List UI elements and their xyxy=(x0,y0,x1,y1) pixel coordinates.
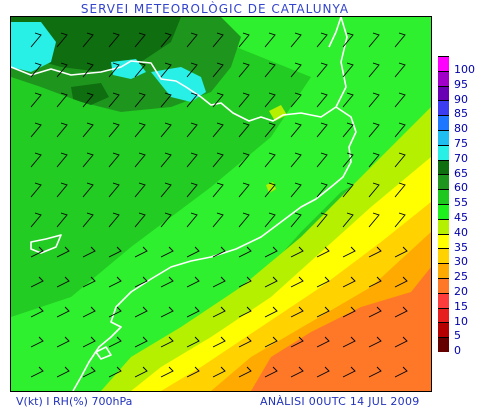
legend-swatch xyxy=(438,322,449,338)
legend-entry: 35 xyxy=(438,233,485,253)
legend-label: 10 xyxy=(454,314,468,328)
legend-entry: 40 xyxy=(438,218,485,238)
humidity-wind-map xyxy=(10,16,432,392)
legend-label: 20 xyxy=(454,285,468,298)
legend-label: 55 xyxy=(454,196,468,210)
legend-swatch xyxy=(438,100,449,116)
legend-swatch xyxy=(438,189,449,205)
legend-swatch xyxy=(438,56,449,71)
legend-entry: 10 xyxy=(438,307,485,327)
legend-label: 15 xyxy=(454,299,468,313)
legend-entry: 15 xyxy=(438,292,485,312)
legend-label: 85 xyxy=(454,107,468,121)
legend-entry: 5 xyxy=(438,322,485,341)
legend-swatch xyxy=(438,233,449,249)
legend-label: 65 xyxy=(454,166,468,180)
legend-entry: 100 xyxy=(438,56,485,75)
legend-entry: 60 xyxy=(438,174,485,193)
legend-swatch xyxy=(438,337,449,353)
legend-label: 45 xyxy=(454,211,468,224)
map-canvas xyxy=(11,17,431,391)
legend-label: 90 xyxy=(454,92,468,106)
legend-swatch xyxy=(438,292,449,308)
legend-label: 30 xyxy=(454,255,468,269)
legend-label: 40 xyxy=(454,225,468,239)
legend-swatch xyxy=(438,263,449,279)
legend-label: 95 xyxy=(454,77,468,91)
legend-label: 0 xyxy=(454,344,461,358)
legend-label: 75 xyxy=(454,137,468,150)
legend-swatch xyxy=(438,218,449,234)
legend-entry: 0 xyxy=(438,337,485,356)
legend-label: 80 xyxy=(454,122,468,136)
legend-label: 70 xyxy=(454,151,468,165)
legend-entry: 25 xyxy=(438,263,485,282)
legend-swatch xyxy=(438,278,449,293)
legend-entry: 30 xyxy=(438,248,485,267)
legend-entry: 90 xyxy=(438,85,485,105)
legend-entry: 80 xyxy=(438,115,485,134)
analysis-time-label: ANÀLISI 00UTC 14 JUL 2009 xyxy=(260,395,420,408)
legend-entry: 70 xyxy=(438,144,485,164)
legend-label: 100 xyxy=(454,63,475,76)
legend-swatch xyxy=(438,70,449,86)
legend-swatch xyxy=(438,248,449,264)
legend-label: 5 xyxy=(454,329,461,343)
legend-label: 60 xyxy=(454,181,468,195)
legend-entry: 45 xyxy=(438,204,485,223)
legend-swatch xyxy=(438,204,449,219)
legend-entry: 20 xyxy=(438,278,485,297)
legend-swatch xyxy=(438,159,449,175)
legend-entry: 75 xyxy=(438,130,485,149)
map-title: SERVEI METEOROLÒGIC DE CATALUNYA xyxy=(80,2,350,16)
legend-entry: 55 xyxy=(438,189,485,208)
legend-swatch xyxy=(438,174,449,190)
legend-swatch xyxy=(438,307,449,323)
legend-entry: 65 xyxy=(438,159,485,179)
legend-entry: 85 xyxy=(438,100,485,119)
legend-swatch xyxy=(438,130,449,145)
legend-swatch xyxy=(438,115,449,131)
legend-label: 35 xyxy=(454,240,468,254)
legend-label: 25 xyxy=(454,270,468,284)
variable-label: V(kt) I RH(%) 700hPa xyxy=(16,395,133,408)
legend-swatch xyxy=(438,85,449,101)
legend-swatch xyxy=(438,144,449,160)
legend-entry: 95 xyxy=(438,70,485,90)
